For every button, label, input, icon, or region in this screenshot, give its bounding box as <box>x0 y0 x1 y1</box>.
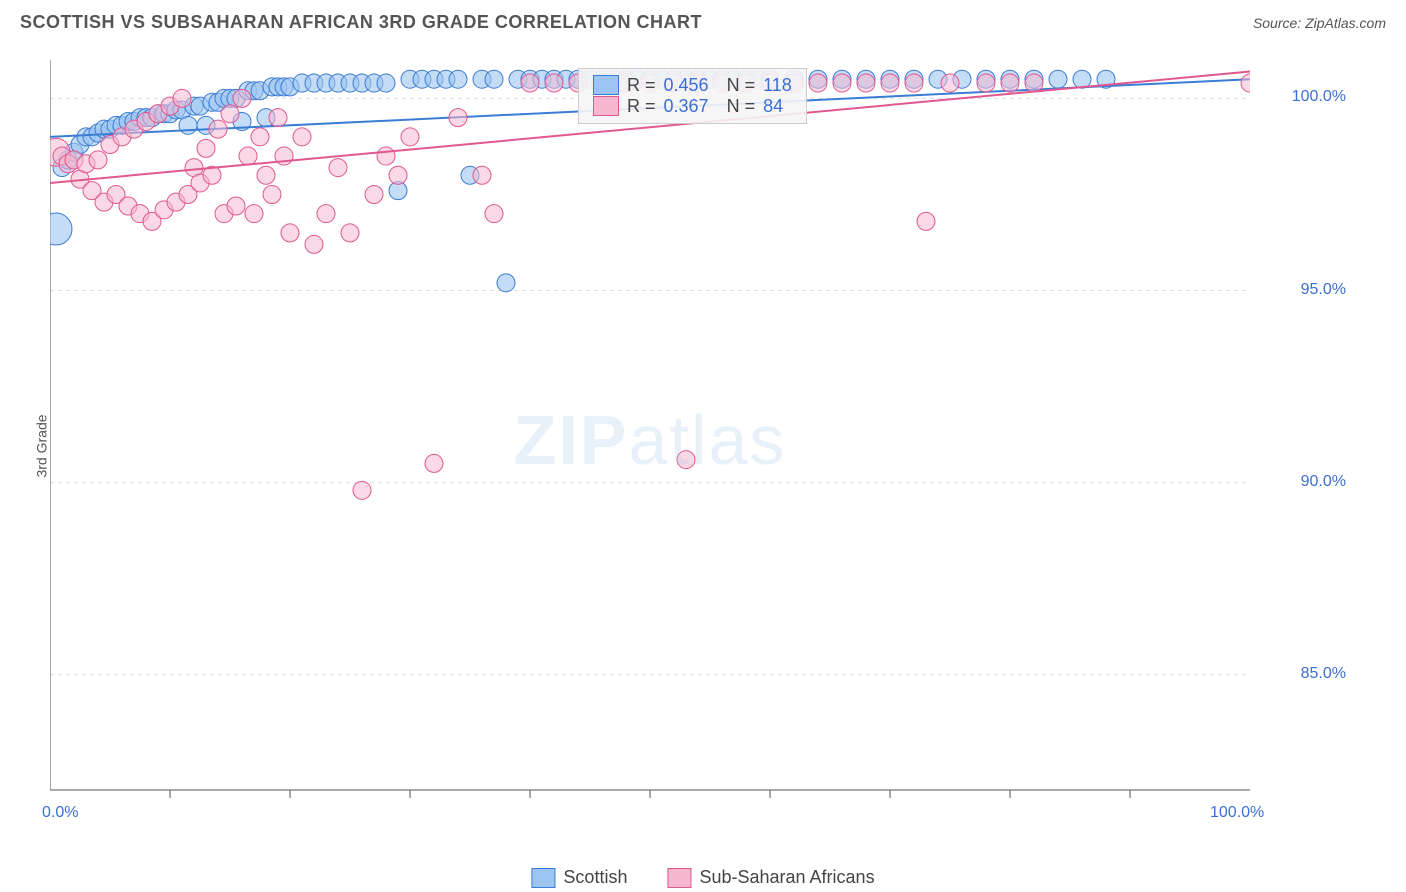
legend-label: Scottish <box>563 867 627 888</box>
series-sub-saharan-africans <box>50 74 1250 499</box>
chart-title: SCOTTISH VS SUBSAHARAN AFRICAN 3RD GRADE… <box>20 12 702 33</box>
y-tick-label: 95.0% <box>1301 281 1346 299</box>
y-tick-label: 100.0% <box>1292 88 1346 106</box>
chart-area: ZIPatlas R =0.456N =118R =0.367N =84 <box>50 60 1250 820</box>
x-tick-start: 0.0% <box>42 804 78 822</box>
y-tick-label: 85.0% <box>1301 665 1346 683</box>
bottom-legend: Scottish Sub-Saharan Africans <box>531 867 874 888</box>
x-tick-end: 100.0% <box>1210 804 1264 822</box>
legend-swatch <box>667 868 691 888</box>
legend-key: N = <box>727 96 756 117</box>
scatter-plot <box>50 60 1250 820</box>
stats-legend-row: R = 0.456 N = 118 <box>593 75 792 96</box>
stats-legend-row: R = 0.367 N = 84 <box>593 96 792 117</box>
legend-swatch <box>531 868 555 888</box>
legend-item: Sub-Saharan Africans <box>667 867 874 888</box>
legend-label: Sub-Saharan Africans <box>699 867 874 888</box>
legend-key: R = <box>627 96 656 117</box>
legend-swatch <box>593 96 619 116</box>
stats-legend: R = 0.456 N = 118 R = 0.367 N = 84 <box>578 68 807 124</box>
legend-key: R = <box>627 75 656 96</box>
source-label: Source: ZipAtlas.com <box>1253 15 1386 31</box>
legend-value: 0.456 <box>664 75 709 96</box>
y-tick-label: 90.0% <box>1301 473 1346 491</box>
legend-value: 118 <box>763 75 792 96</box>
legend-item: Scottish <box>531 867 627 888</box>
legend-value: 84 <box>763 96 783 117</box>
legend-key: N = <box>727 75 756 96</box>
y-axis-label: 3rd Grade <box>34 414 50 477</box>
legend-swatch <box>593 75 619 95</box>
legend-value: 0.367 <box>664 96 709 117</box>
